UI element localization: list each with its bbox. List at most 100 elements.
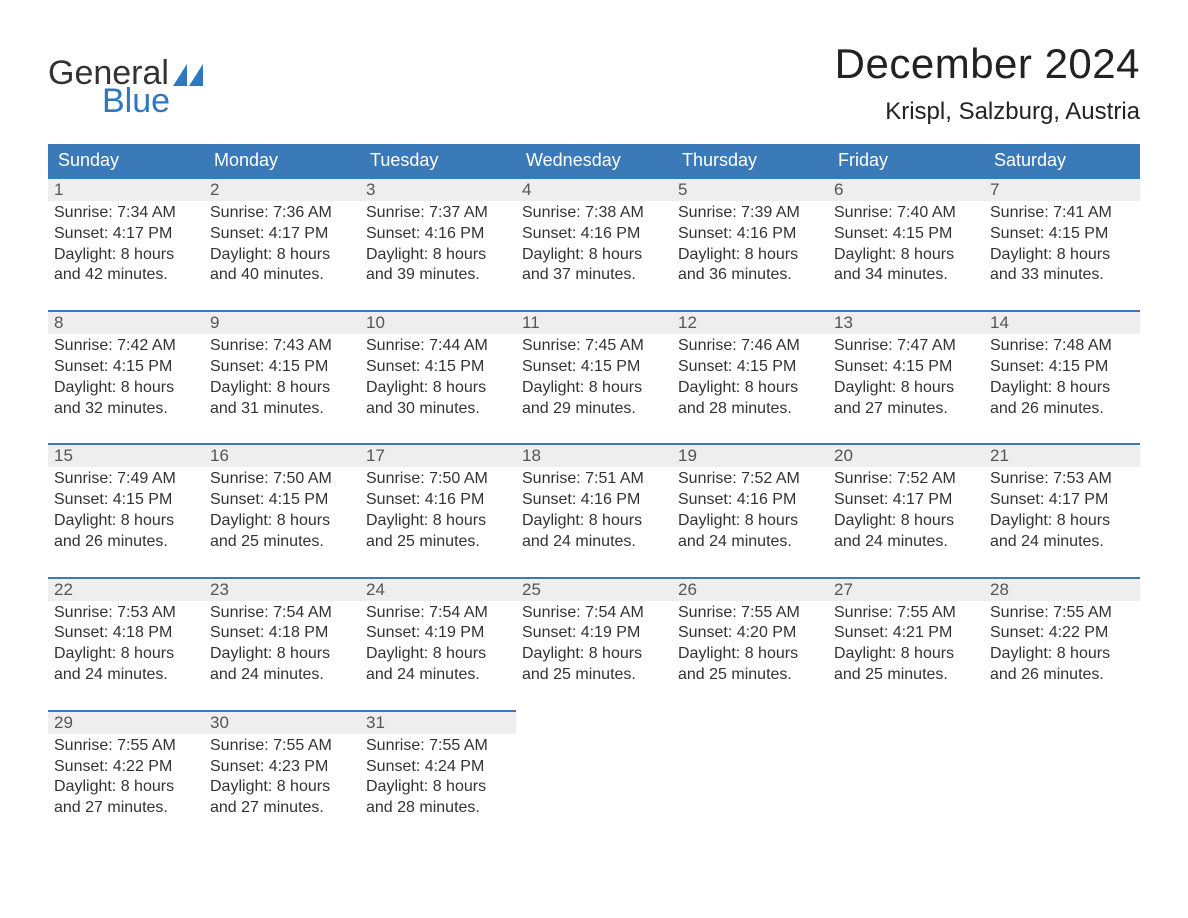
calendar-cell: 11Sunrise: 7:45 AMSunset: 4:15 PMDayligh… — [516, 310, 672, 443]
day-content: Sunrise: 7:51 AMSunset: 4:16 PMDaylight:… — [516, 467, 672, 576]
day-content: Sunrise: 7:48 AMSunset: 4:15 PMDaylight:… — [984, 334, 1140, 443]
calendar-table: Sunday Monday Tuesday Wednesday Thursday… — [48, 144, 1140, 843]
day-number: 1 — [54, 180, 63, 199]
daynum-row: 2 — [204, 177, 360, 201]
day-content: Sunrise: 7:55 AMSunset: 4:20 PMDaylight:… — [672, 601, 828, 710]
day-line-sunrise: Sunrise: 7:53 AM — [990, 469, 1134, 490]
day-line-dl1: Daylight: 8 hours — [834, 511, 978, 532]
day-line-dl2: and 24 minutes. — [54, 665, 198, 686]
day-line-dl1: Daylight: 8 hours — [210, 777, 354, 798]
day-line-sunset: Sunset: 4:15 PM — [678, 357, 822, 378]
day-content: Sunrise: 7:53 AMSunset: 4:18 PMDaylight:… — [48, 601, 204, 710]
calendar-cell: 13Sunrise: 7:47 AMSunset: 4:15 PMDayligh… — [828, 310, 984, 443]
calendar-cell: 29Sunrise: 7:55 AMSunset: 4:22 PMDayligh… — [48, 710, 204, 843]
day-line-dl1: Daylight: 8 hours — [54, 644, 198, 665]
day-number: 7 — [990, 180, 999, 199]
calendar-cell: 3Sunrise: 7:37 AMSunset: 4:16 PMDaylight… — [360, 177, 516, 310]
daynum-row: 29 — [48, 710, 204, 734]
day-line-sunrise: Sunrise: 7:55 AM — [210, 736, 354, 757]
day-line-dl2: and 24 minutes. — [990, 532, 1134, 553]
day-number: 23 — [210, 580, 229, 599]
day-line-dl2: and 26 minutes. — [990, 665, 1134, 686]
day-line-sunset: Sunset: 4:16 PM — [522, 490, 666, 511]
day-line-dl2: and 25 minutes. — [834, 665, 978, 686]
day-line-dl2: and 33 minutes. — [990, 265, 1134, 286]
day-content: Sunrise: 7:54 AMSunset: 4:19 PMDaylight:… — [516, 601, 672, 710]
day-line-sunset: Sunset: 4:23 PM — [210, 757, 354, 778]
day-number: 24 — [366, 580, 385, 599]
day-line-sunrise: Sunrise: 7:39 AM — [678, 203, 822, 224]
calendar-cell: 4Sunrise: 7:38 AMSunset: 4:16 PMDaylight… — [516, 177, 672, 310]
day-line-dl1: Daylight: 8 hours — [522, 378, 666, 399]
day-number: 22 — [54, 580, 73, 599]
day-line-sunrise: Sunrise: 7:54 AM — [366, 603, 510, 624]
daynum-row: 15 — [48, 443, 204, 467]
logo-text-blue: Blue — [102, 84, 203, 118]
calendar-cell: 23Sunrise: 7:54 AMSunset: 4:18 PMDayligh… — [204, 577, 360, 710]
day-line-dl2: and 24 minutes. — [678, 532, 822, 553]
day-line-dl2: and 30 minutes. — [366, 399, 510, 420]
daynum-row: 12 — [672, 310, 828, 334]
calendar-cell: 25Sunrise: 7:54 AMSunset: 4:19 PMDayligh… — [516, 577, 672, 710]
calendar-cell — [984, 710, 1140, 843]
day-content: Sunrise: 7:36 AMSunset: 4:17 PMDaylight:… — [204, 201, 360, 310]
day-content: Sunrise: 7:42 AMSunset: 4:15 PMDaylight:… — [48, 334, 204, 443]
day-line-sunrise: Sunrise: 7:51 AM — [522, 469, 666, 490]
day-number: 9 — [210, 313, 219, 332]
day-content: Sunrise: 7:50 AMSunset: 4:16 PMDaylight:… — [360, 467, 516, 576]
day-line-sunrise: Sunrise: 7:52 AM — [678, 469, 822, 490]
calendar-week-row: 1 Sunrise: 7:34 AMSunset: 4:17 PMDaylight… — [48, 177, 1140, 310]
calendar-cell: 30Sunrise: 7:55 AMSunset: 4:23 PMDayligh… — [204, 710, 360, 843]
day-line-dl2: and 24 minutes. — [366, 665, 510, 686]
day-line-sunset: Sunset: 4:17 PM — [834, 490, 978, 511]
day-line-dl1: Daylight: 8 hours — [522, 245, 666, 266]
daynum-row: 26 — [672, 577, 828, 601]
day-line-dl1: Daylight: 8 hours — [990, 245, 1134, 266]
day-number: 26 — [678, 580, 697, 599]
day-line-dl2: and 28 minutes. — [366, 798, 510, 819]
day-line-sunrise: Sunrise: 7:52 AM — [834, 469, 978, 490]
calendar-cell: 8Sunrise: 7:42 AMSunset: 4:15 PMDaylight… — [48, 310, 204, 443]
day-line-sunset: Sunset: 4:17 PM — [990, 490, 1134, 511]
daynum-row: 1 — [48, 177, 204, 201]
day-line-dl2: and 40 minutes. — [210, 265, 354, 286]
day-line-sunrise: Sunrise: 7:54 AM — [522, 603, 666, 624]
daynum-row: 19 — [672, 443, 828, 467]
daynum-row: 10 — [360, 310, 516, 334]
day-line-dl2: and 26 minutes. — [54, 532, 198, 553]
day-number: 5 — [678, 180, 687, 199]
flag-icon — [173, 64, 203, 86]
dow-header: Tuesday — [360, 144, 516, 177]
day-content: Sunrise: 7:52 AMSunset: 4:17 PMDaylight:… — [828, 467, 984, 576]
day-line-sunrise: Sunrise: 7:42 AM — [54, 336, 198, 357]
dow-header: Thursday — [672, 144, 828, 177]
daynum-row: 20 — [828, 443, 984, 467]
day-line-dl1: Daylight: 8 hours — [366, 245, 510, 266]
dow-header: Wednesday — [516, 144, 672, 177]
day-line-sunset: Sunset: 4:15 PM — [834, 357, 978, 378]
daynum-row: 23 — [204, 577, 360, 601]
day-line-sunset: Sunset: 4:18 PM — [54, 623, 198, 644]
day-line-sunset: Sunset: 4:18 PM — [210, 623, 354, 644]
day-number: 4 — [522, 180, 531, 199]
calendar-cell: 22 Sunrise: 7:53 AMSunset: 4:18 PMDayligh… — [48, 577, 204, 710]
day-line-dl2: and 28 minutes. — [678, 399, 822, 420]
day-line-dl1: Daylight: 8 hours — [834, 378, 978, 399]
day-line-sunrise: Sunrise: 7:37 AM — [366, 203, 510, 224]
day-line-dl2: and 25 minutes. — [522, 665, 666, 686]
day-line-dl1: Daylight: 8 hours — [366, 644, 510, 665]
daynum-row: 27 — [828, 577, 984, 601]
day-number: 16 — [210, 446, 229, 465]
daynum-row: 17 — [360, 443, 516, 467]
day-line-sunset: Sunset: 4:15 PM — [990, 357, 1134, 378]
calendar-cell: 20Sunrise: 7:52 AMSunset: 4:17 PMDayligh… — [828, 443, 984, 576]
day-content: Sunrise: 7:34 AMSunset: 4:17 PMDaylight:… — [48, 201, 204, 310]
day-line-sunset: Sunset: 4:15 PM — [210, 357, 354, 378]
daynum-row: 9 — [204, 310, 360, 334]
day-line-sunrise: Sunrise: 7:50 AM — [210, 469, 354, 490]
day-line-sunset: Sunset: 4:15 PM — [990, 224, 1134, 245]
daynum-row: 13 — [828, 310, 984, 334]
day-line-sunrise: Sunrise: 7:34 AM — [54, 203, 198, 224]
day-line-dl1: Daylight: 8 hours — [210, 245, 354, 266]
day-content: Sunrise: 7:55 AMSunset: 4:24 PMDaylight:… — [360, 734, 516, 843]
